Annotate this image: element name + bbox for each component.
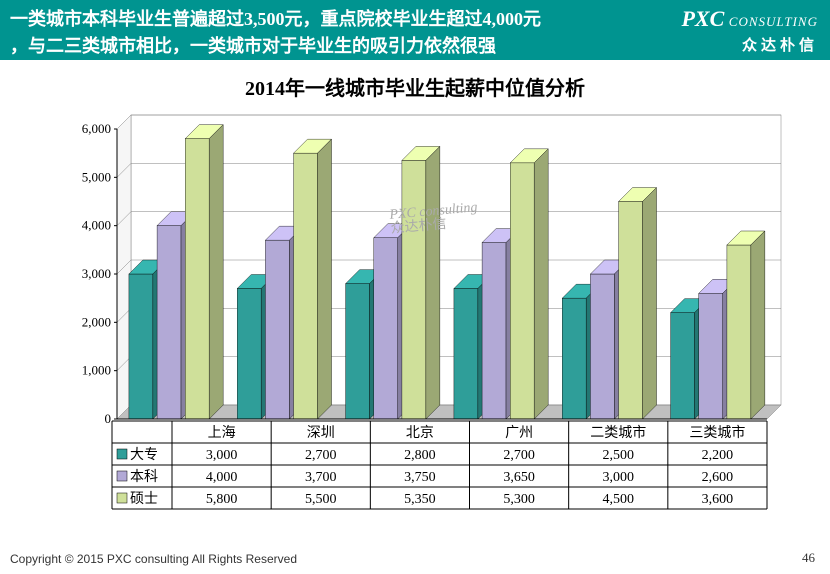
brand-cn: 众达朴信 <box>681 35 818 58</box>
svg-text:4,000: 4,000 <box>206 470 238 485</box>
chart-title: 2014年一线城市毕业生起薪中位值分析 <box>0 72 830 101</box>
brand-block: PXC CONSULTING 众达朴信 <box>681 2 818 58</box>
svg-text:大专: 大专 <box>130 447 158 463</box>
svg-text:2,700: 2,700 <box>305 448 337 463</box>
header-line1: 一类城市本科毕业生普遍超过3,500元，重点院校毕业生超过4,000元 <box>10 9 541 29</box>
svg-text:3,700: 3,700 <box>305 470 337 485</box>
brand-en-sub: CONSULTING <box>729 14 818 29</box>
svg-text:2,500: 2,500 <box>603 448 635 463</box>
svg-text:本科: 本科 <box>130 469 158 485</box>
svg-text:4,000: 4,000 <box>82 218 111 233</box>
svg-text:4,500: 4,500 <box>603 492 635 507</box>
svg-text:3,000: 3,000 <box>206 448 238 463</box>
svg-text:3,650: 3,650 <box>503 470 535 485</box>
svg-text:6,000: 6,000 <box>82 121 111 136</box>
svg-text:5,500: 5,500 <box>305 492 337 507</box>
svg-text:上海: 上海 <box>208 425 236 441</box>
svg-text:5,000: 5,000 <box>82 169 111 184</box>
svg-text:0: 0 <box>105 411 112 426</box>
copyright: Copyright © 2015 PXC consulting All Righ… <box>10 552 297 566</box>
svg-text:2,200: 2,200 <box>702 448 734 463</box>
svg-text:3,000: 3,000 <box>603 470 635 485</box>
svg-text:2,600: 2,600 <box>702 470 734 485</box>
svg-text:1,000: 1,000 <box>82 363 111 378</box>
svg-text:2,000: 2,000 <box>82 314 111 329</box>
svg-text:3,600: 3,600 <box>702 492 734 507</box>
slide-header: 一类城市本科毕业生普遍超过3,500元，重点院校毕业生超过4,000元 ，与二三… <box>0 0 830 60</box>
svg-text:三类城市: 三类城市 <box>689 424 745 441</box>
svg-text:2,700: 2,700 <box>503 448 535 463</box>
svg-text:深圳: 深圳 <box>307 425 335 441</box>
header-text: 一类城市本科毕业生普遍超过3,500元，重点院校毕业生超过4,000元 ，与二三… <box>10 6 650 60</box>
chart-area: 0 1,000 2,000 3,000 4,000 5,000 6,000 上海 深圳 北京 广州 二… <box>62 105 782 535</box>
svg-text:3,000: 3,000 <box>82 266 111 281</box>
svg-text:广州: 广州 <box>505 425 533 441</box>
svg-text:2,800: 2,800 <box>404 448 436 463</box>
svg-text:5,300: 5,300 <box>503 492 535 507</box>
svg-text:5,350: 5,350 <box>404 492 436 507</box>
svg-text:3,750: 3,750 <box>404 470 436 485</box>
svg-text:北京: 北京 <box>406 425 434 441</box>
brand-en: PXC <box>681 6 724 31</box>
svg-text:硕士: 硕士 <box>130 491 158 507</box>
page-number: 46 <box>802 550 815 566</box>
header-line2: ，与二三类城市相比，一类城市对于毕业生的吸引力依然很强 <box>10 36 496 56</box>
svg-text:5,800: 5,800 <box>206 492 238 507</box>
svg-text:二类城市: 二类城市 <box>590 424 646 441</box>
